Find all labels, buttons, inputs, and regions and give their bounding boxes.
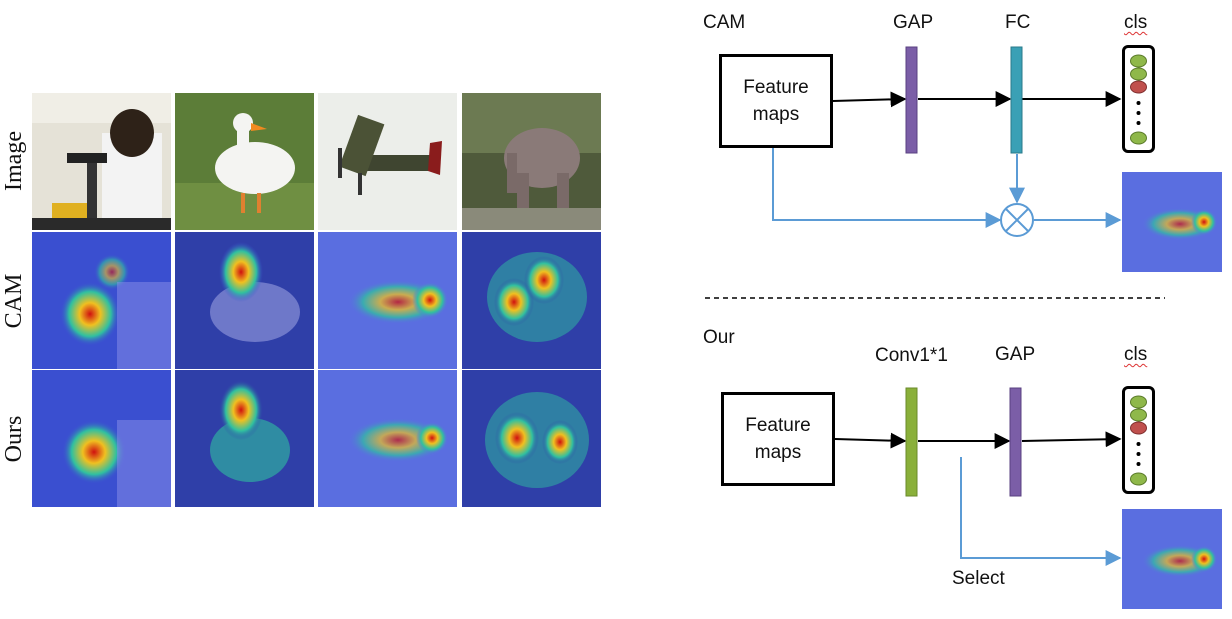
feature-maps-label-cam: Feature maps xyxy=(743,77,809,125)
image-tile-plane xyxy=(318,93,457,230)
image-tile-elephant xyxy=(462,93,601,230)
conv-bar xyxy=(905,387,918,497)
image-tile-goose xyxy=(175,93,314,230)
our-output-heatmap xyxy=(1122,509,1222,609)
arrow-fm-to-conv xyxy=(834,432,907,449)
arrow-fm-to-multiply xyxy=(772,148,1002,228)
arrow-select-to-heatmap xyxy=(960,457,1122,566)
ours-heatmap-goose xyxy=(175,370,314,507)
cam-heatmap-plane xyxy=(318,232,457,369)
feature-maps-box-our: Feature maps xyxy=(721,392,835,486)
feature-maps-box-cam: Feature maps xyxy=(719,54,833,148)
cls-nodes-our xyxy=(1130,395,1147,486)
gap-bar-cam xyxy=(905,46,918,154)
cls-nodes-box-cam xyxy=(1122,45,1155,153)
image-tile-scientist xyxy=(32,93,171,230)
arrow-fm-to-gap xyxy=(832,91,907,108)
vertical-ellipsis-icon xyxy=(1136,442,1141,466)
cls-label-cam: cls xyxy=(1124,12,1148,33)
our-branch-title: Our xyxy=(703,327,735,348)
cls-label-our: cls xyxy=(1124,344,1148,365)
gap-bar-our xyxy=(1009,387,1022,497)
feature-maps-label-our: Feature maps xyxy=(745,415,811,463)
conv-label: Conv1*1 xyxy=(875,345,948,366)
cls-nodes-cam xyxy=(1130,54,1147,145)
cam-heatmap-elephant xyxy=(462,232,601,369)
cam-heatmap-scientist xyxy=(32,232,171,369)
fc-bar xyxy=(1010,46,1023,154)
select-label: Select xyxy=(952,568,1005,589)
cam-heatmap-goose xyxy=(175,232,314,369)
ours-heatmap-scientist xyxy=(32,370,171,507)
circle-times-icon xyxy=(1000,203,1034,237)
cls-nodes-box-our xyxy=(1122,386,1155,494)
fc-label: FC xyxy=(1005,12,1031,33)
gap-label-cam: GAP xyxy=(893,12,934,33)
arrow-gap-to-cls xyxy=(1021,431,1122,448)
ours-heatmap-elephant xyxy=(462,370,601,507)
gap-label-our: GAP xyxy=(995,344,1036,365)
vertical-ellipsis-icon xyxy=(1136,101,1141,125)
ours-heatmap-plane xyxy=(318,370,457,507)
cam-output-heatmap xyxy=(1122,172,1222,272)
cam-branch-title: CAM xyxy=(703,12,746,33)
